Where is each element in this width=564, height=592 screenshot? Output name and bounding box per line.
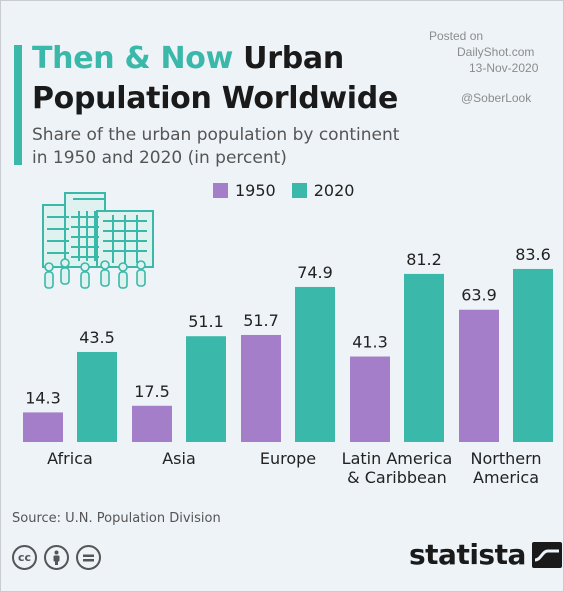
bar-2020-4 — [513, 268, 553, 442]
accent-bar — [14, 45, 22, 165]
category-label-3: Latin America — [342, 449, 453, 468]
category-label-2: Europe — [260, 449, 316, 468]
bar-1950-4 — [459, 309, 499, 442]
legend-swatch-1950 — [213, 182, 228, 198]
statista-mark-icon — [531, 541, 562, 568]
no-derivatives-icon[interactable] — [76, 545, 101, 570]
attribution-icon[interactable] — [44, 545, 69, 570]
value-label-2020-2: 74.9 — [297, 263, 333, 282]
title-highlight: Then & Now — [32, 41, 234, 76]
value-label-1950-0: 14.3 — [25, 388, 61, 407]
value-label-2020-4: 83.6 — [515, 245, 551, 264]
statista-logo[interactable]: statista — [409, 538, 562, 571]
value-label-1950-4: 63.9 — [461, 286, 497, 305]
bar-2020-3 — [404, 273, 444, 442]
value-label-1950-2: 51.7 — [243, 311, 279, 330]
bar-1950-1 — [132, 405, 172, 442]
bar-2020-2 — [295, 286, 335, 442]
subtitle-line-2: in 1950 and 2020 (in percent) — [32, 148, 287, 168]
category-label-0: Africa — [47, 449, 93, 468]
value-label-1950-3: 41.3 — [352, 333, 388, 352]
legend: 1950 2020 — [213, 179, 362, 201]
bar-2020-0 — [77, 351, 117, 442]
subtitle-line-1: Share of the urban population by contine… — [32, 125, 400, 145]
posted-on-text: Posted on — [429, 29, 484, 43]
value-label-1950-1: 17.5 — [134, 382, 170, 401]
chart-title: Then & Now Urban Population Worldwide — [32, 39, 398, 119]
legend-label-2020: 2020 — [313, 180, 355, 200]
legend-label-1950: 1950 — [235, 180, 276, 200]
cc-icon[interactable]: cc — [12, 545, 37, 570]
bar-1950-0 — [23, 412, 63, 442]
legend-item-2020: 2020 — [291, 180, 355, 200]
title-line-2: Population Worldwide — [32, 81, 398, 116]
handle-watermark: @SoberLook — [461, 91, 532, 105]
bar-1950-2 — [241, 334, 281, 442]
license-icons: cc — [12, 545, 101, 570]
category-label-4: Northern — [470, 449, 541, 468]
category-label-1: Asia — [162, 449, 196, 468]
value-label-2020-1: 51.1 — [188, 312, 224, 331]
posted-watermark: Posted on DailyShot.com 13-Nov-2020 — [423, 28, 543, 76]
legend-item-1950: 1950 — [213, 181, 276, 200]
bar-2020-1 — [186, 336, 226, 442]
category-label-4-line-2: America — [473, 468, 539, 487]
posted-date-text: 13-Nov-2020 — [469, 61, 539, 75]
source-note: Source: U.N. Population Division — [12, 511, 221, 526]
chart-subtitle: Share of the urban population by contine… — [32, 124, 432, 170]
bar-1950-3 — [350, 356, 390, 442]
legend-swatch-2020 — [291, 182, 307, 198]
posted-site-text: DailyShot.com — [457, 45, 535, 59]
title-rest: Urban — [243, 41, 344, 76]
value-label-2020-0: 43.5 — [79, 328, 115, 347]
city-buildings-icon — [42, 192, 154, 289]
bar-chart: 14.3 43.5 Africa 17.5 51.1 Asia 51.7 74.9 Europe… — [23, 245, 553, 487]
brand-text: statista — [409, 538, 526, 571]
value-label-2020-3: 81.2 — [406, 250, 442, 269]
category-label-3-line-2: & Caribbean — [347, 468, 447, 487]
